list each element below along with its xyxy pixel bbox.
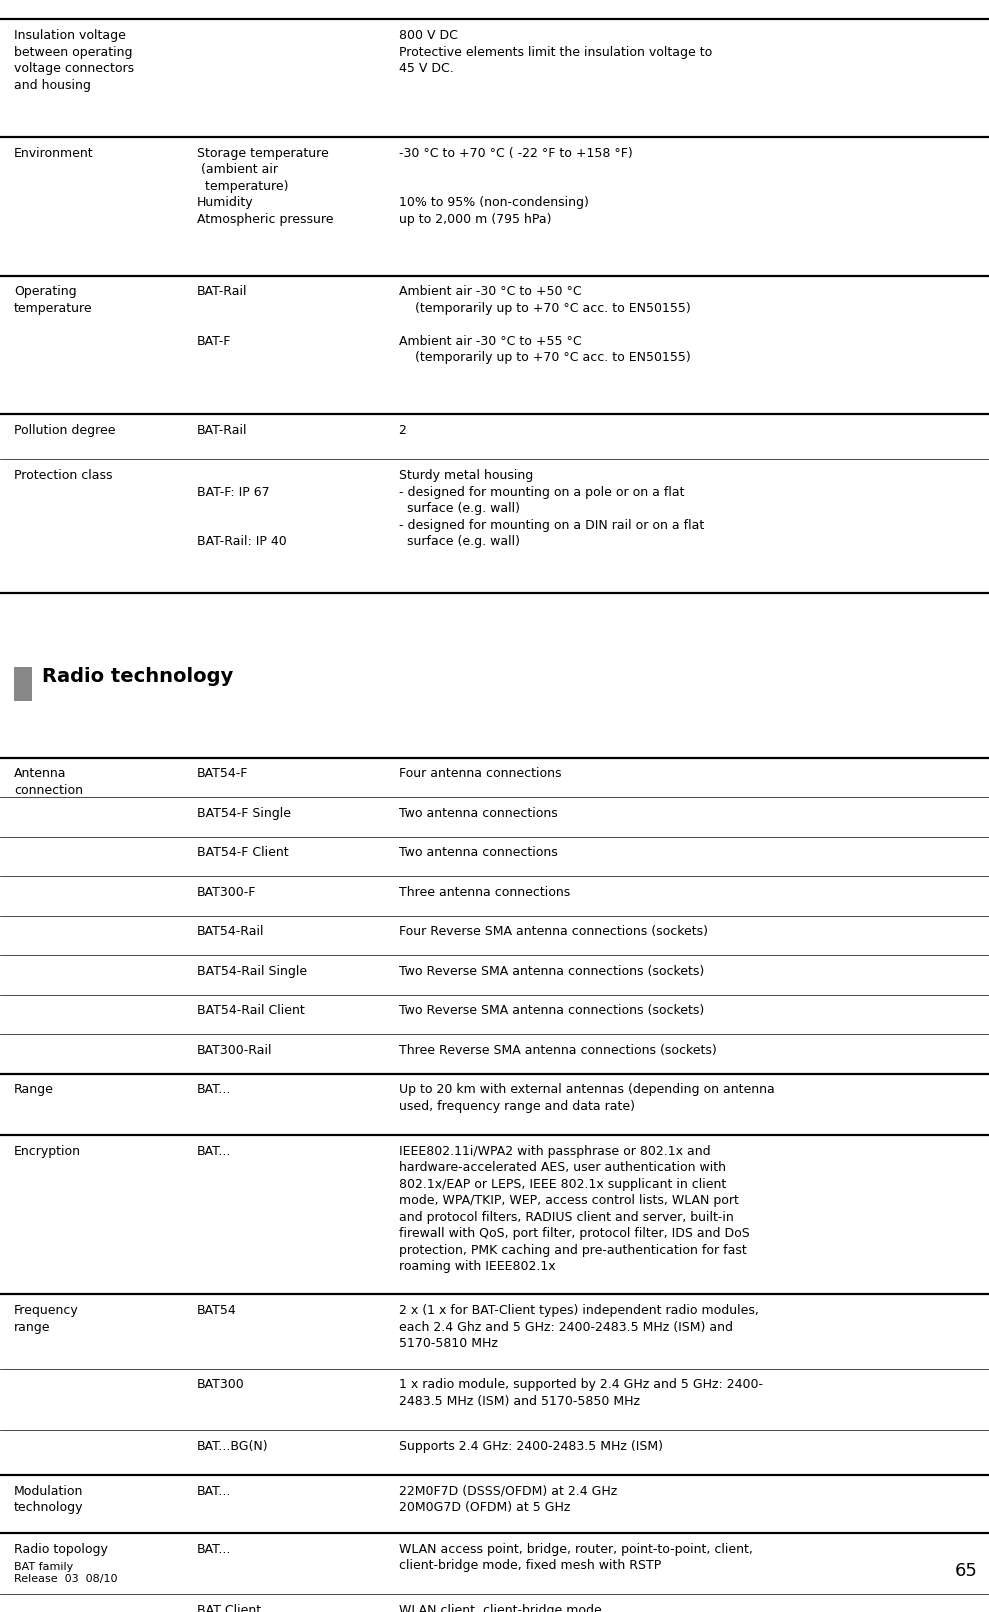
- Text: Frequency
range: Frequency range: [14, 1304, 78, 1333]
- Text: 1 x radio module, supported by 2.4 GHz and 5 GHz: 2400-
2483.5 MHz (ISM) and 517: 1 x radio module, supported by 2.4 GHz a…: [399, 1378, 763, 1407]
- Text: 65: 65: [954, 1562, 977, 1580]
- Text: BAT54: BAT54: [197, 1304, 236, 1317]
- Text: BAT...BG(N): BAT...BG(N): [197, 1440, 268, 1452]
- Text: BAT-Rail


BAT-F: BAT-Rail BAT-F: [197, 285, 247, 348]
- Text: Radio topology: Radio topology: [14, 1543, 108, 1556]
- Text: 2: 2: [399, 424, 406, 437]
- Text: Pollution degree: Pollution degree: [14, 424, 116, 437]
- Text: BAT54-F: BAT54-F: [197, 767, 248, 780]
- Text: BAT Client: BAT Client: [197, 1604, 261, 1612]
- Text: BAT54-Rail: BAT54-Rail: [197, 925, 264, 938]
- Text: BAT-F: IP 67


BAT-Rail: IP 40: BAT-F: IP 67 BAT-Rail: IP 40: [197, 469, 287, 548]
- Text: Operating
temperature: Operating temperature: [14, 285, 92, 314]
- Text: BAT...: BAT...: [197, 1485, 231, 1498]
- Text: IEEE802.11i/WPA2 with passphrase or 802.1x and
hardware-accelerated AES, user au: IEEE802.11i/WPA2 with passphrase or 802.…: [399, 1145, 750, 1273]
- Text: Range: Range: [14, 1083, 53, 1096]
- Text: Antenna
connection: Antenna connection: [14, 767, 83, 796]
- Text: Three Reverse SMA antenna connections (sockets): Three Reverse SMA antenna connections (s…: [399, 1045, 716, 1057]
- Text: Modulation
technology: Modulation technology: [14, 1485, 83, 1514]
- Text: Two Reverse SMA antenna connections (sockets): Two Reverse SMA antenna connections (soc…: [399, 964, 704, 978]
- Text: Radio technology: Radio technology: [42, 667, 232, 687]
- Text: Insulation voltage
between operating
voltage connectors
and housing: Insulation voltage between operating vol…: [14, 29, 134, 92]
- Text: Environment: Environment: [14, 147, 94, 160]
- Text: BAT54-F Client: BAT54-F Client: [197, 846, 289, 859]
- Text: BAT300: BAT300: [197, 1378, 244, 1391]
- Text: BAT54-Rail Single: BAT54-Rail Single: [197, 964, 307, 978]
- Text: WLAN access point, bridge, router, point-to-point, client,
client-bridge mode, f: WLAN access point, bridge, router, point…: [399, 1543, 753, 1572]
- Text: BAT300-Rail: BAT300-Rail: [197, 1045, 272, 1057]
- Text: WLAN client, client-bridge mode: WLAN client, client-bridge mode: [399, 1604, 601, 1612]
- Text: 22M0F7D (DSSS/OFDM) at 2.4 GHz
20M0G7D (OFDM) at 5 GHz: 22M0F7D (DSSS/OFDM) at 2.4 GHz 20M0G7D (…: [399, 1485, 617, 1514]
- Text: Up to 20 km with external antennas (depending on antenna
used, frequency range a: Up to 20 km with external antennas (depe…: [399, 1083, 774, 1112]
- Text: BAT-Rail: BAT-Rail: [197, 424, 247, 437]
- Text: Two Reverse SMA antenna connections (sockets): Two Reverse SMA antenna connections (soc…: [399, 1004, 704, 1017]
- Text: BAT300-F: BAT300-F: [197, 887, 256, 899]
- Text: BAT family
Release  03  08/10: BAT family Release 03 08/10: [14, 1562, 118, 1585]
- Text: Sturdy metal housing
- designed for mounting on a pole or on a flat
  surface (e: Sturdy metal housing - designed for moun…: [399, 469, 704, 548]
- Text: BAT...: BAT...: [197, 1145, 231, 1157]
- Text: Two antenna connections: Two antenna connections: [399, 806, 558, 821]
- Text: Storage temperature
 (ambient air
  temperature)
Humidity
Atmospheric pressure: Storage temperature (ambient air tempera…: [197, 147, 333, 226]
- Text: 2 x (1 x for BAT-Client types) independent radio modules,
each 2.4 Ghz and 5 GHz: 2 x (1 x for BAT-Client types) independe…: [399, 1304, 759, 1351]
- Text: Encryption: Encryption: [14, 1145, 81, 1157]
- Text: Four antenna connections: Four antenna connections: [399, 767, 561, 780]
- Text: Two antenna connections: Two antenna connections: [399, 846, 558, 859]
- Text: BAT...: BAT...: [197, 1543, 231, 1556]
- Text: -30 °C to +70 °C ( -22 °F to +158 °F)


10% to 95% (non-condensing)
up to 2,000 : -30 °C to +70 °C ( -22 °F to +158 °F) 10…: [399, 147, 632, 226]
- Text: Ambient air -30 °C to +50 °C
    (temporarily up to +70 °C acc. to EN50155)

Amb: Ambient air -30 °C to +50 °C (temporaril…: [399, 285, 690, 364]
- Bar: [14, 667, 32, 701]
- Text: BAT...: BAT...: [197, 1083, 231, 1096]
- Text: Supports 2.4 GHz: 2400-2483.5 MHz (ISM): Supports 2.4 GHz: 2400-2483.5 MHz (ISM): [399, 1440, 663, 1452]
- Text: Protection class: Protection class: [14, 469, 113, 482]
- Text: BAT54-F Single: BAT54-F Single: [197, 806, 291, 821]
- Text: Three antenna connections: Three antenna connections: [399, 887, 570, 899]
- Text: Four Reverse SMA antenna connections (sockets): Four Reverse SMA antenna connections (so…: [399, 925, 707, 938]
- Text: BAT54-Rail Client: BAT54-Rail Client: [197, 1004, 305, 1017]
- Text: 800 V DC
Protective elements limit the insulation voltage to
45 V DC.: 800 V DC Protective elements limit the i…: [399, 29, 712, 76]
